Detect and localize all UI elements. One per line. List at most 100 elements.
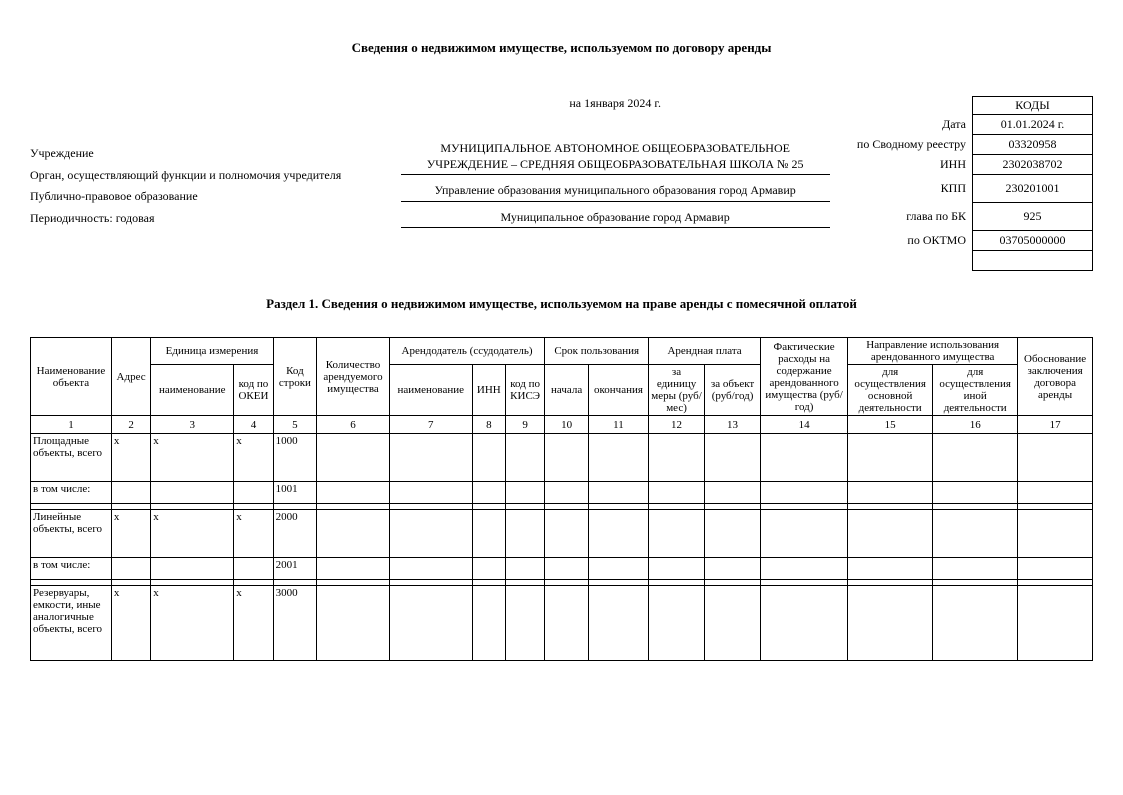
table-cell	[545, 586, 589, 661]
th-rent-obj: за объект (руб/год)	[705, 365, 761, 416]
table-cell	[234, 558, 273, 580]
table-cell	[472, 434, 505, 482]
table-cell	[933, 482, 1018, 504]
center-values-column: на 1января 2024 г. МУНИЦИПАЛЬНОЕ АВТОНОМ…	[401, 96, 830, 236]
table-row: в том числе:1001	[31, 482, 1093, 504]
table-cell: 1001	[273, 482, 317, 504]
table-cell: Линейные объекты, всего	[31, 510, 112, 558]
codes-area: КОДЫ Дата01.01.2024 г. по Сводному реест…	[830, 96, 1093, 271]
table-cell	[1018, 434, 1093, 482]
table-cell	[705, 558, 761, 580]
th-term-start: начала	[545, 365, 589, 416]
label-periodicity: Периодичность: годовая	[30, 211, 401, 227]
section-title: Раздел 1. Сведения о недвижимом имуществ…	[30, 296, 1093, 312]
code-value-4: 925	[973, 203, 1093, 231]
table-cell	[933, 558, 1018, 580]
th-unit-code: код по ОКЕИ	[234, 365, 273, 416]
table-cell	[505, 558, 544, 580]
table-cell	[705, 482, 761, 504]
table-cell	[848, 510, 933, 558]
th-code-row: Код строки	[273, 338, 317, 416]
table-cell	[317, 434, 390, 482]
th-usage-main: для осуществления основной деятельности	[848, 365, 933, 416]
colnum-14: 14	[761, 416, 848, 434]
table-cell	[505, 482, 544, 504]
table-cell: x	[151, 586, 234, 661]
table-body: Площадные объекты, всегоxxx1000в том чис…	[31, 434, 1093, 661]
table-cell	[389, 586, 472, 661]
table-row: Линейные объекты, всегоxxx2000	[31, 510, 1093, 558]
table-row: Площадные объекты, всегоxxx1000	[31, 434, 1093, 482]
table-cell: 1000	[273, 434, 317, 482]
table-cell	[649, 586, 705, 661]
table-cell	[761, 586, 848, 661]
codes-table: КОДЫ Дата01.01.2024 г. по Сводному реест…	[851, 96, 1093, 271]
code-label-0: Дата	[851, 115, 973, 135]
colnum-3: 3	[151, 416, 234, 434]
table-cell	[649, 482, 705, 504]
colnum-9: 9	[505, 416, 544, 434]
colnum-5: 5	[273, 416, 317, 434]
table-cell	[389, 510, 472, 558]
authority-name: Управление образования муниципального об…	[401, 183, 830, 202]
code-value-3: 230201001	[973, 175, 1093, 203]
table-cell: x	[151, 510, 234, 558]
code-label-3: КПП	[851, 175, 973, 203]
table-row: Резервуары, емкости, иные аналогичные об…	[31, 586, 1093, 661]
label-public-law: Публично-правовое образование	[30, 189, 401, 205]
th-usage-other: для осуществления иной деятельности	[933, 365, 1018, 416]
public-law-name: Муниципальное образование город Армавир	[401, 210, 830, 229]
table-cell: x	[111, 434, 150, 482]
th-term-end: окончания	[588, 365, 648, 416]
table-cell: Резервуары, емкости, иные аналогичные об…	[31, 586, 112, 661]
th-qty: Количество арендуемого имущества	[317, 338, 390, 416]
institution-line-2: УЧРЕЖДЕНИЕ – СРЕДНЯЯ ОБЩЕОБРАЗОВАТЕЛЬНАЯ…	[427, 157, 804, 171]
table-cell	[545, 434, 589, 482]
table-cell	[705, 510, 761, 558]
code-value-1: 03320958	[973, 135, 1093, 155]
table-cell	[933, 586, 1018, 661]
th-lessor-inn: ИНН	[472, 365, 505, 416]
table-cell	[472, 558, 505, 580]
table-cell	[848, 558, 933, 580]
table-cell: Площадные объекты, всего	[31, 434, 112, 482]
header-area: Учреждение Орган, осуществляющий функции…	[30, 96, 1093, 271]
colnum-8: 8	[472, 416, 505, 434]
table-cell	[705, 434, 761, 482]
label-institution: Учреждение	[30, 146, 401, 162]
table-cell	[588, 510, 648, 558]
colnum-10: 10	[545, 416, 589, 434]
left-labels-column: Учреждение Орган, осуществляющий функции…	[30, 96, 401, 232]
table-cell	[545, 558, 589, 580]
th-address: Адрес	[111, 338, 150, 416]
colnum-7: 7	[389, 416, 472, 434]
code-value-empty	[973, 251, 1093, 271]
table-cell	[1018, 482, 1093, 504]
table-cell	[1018, 510, 1093, 558]
colnum-1: 1	[31, 416, 112, 434]
code-value-0: 01.01.2024 г.	[973, 115, 1093, 135]
th-lessor-kise: код по КИСЭ	[505, 365, 544, 416]
table-cell	[472, 510, 505, 558]
codes-header: КОДЫ	[973, 97, 1093, 115]
institution-line-1: МУНИЦИПАЛЬНОЕ АВТОНОМНОЕ ОБЩЕОБРАЗОВАТЕЛ…	[440, 141, 790, 155]
code-label-4: глава по БК	[851, 203, 973, 231]
table-cell	[848, 586, 933, 661]
table-cell: x	[111, 586, 150, 661]
colnum-4: 4	[234, 416, 273, 434]
colnum-16: 16	[933, 416, 1018, 434]
table-cell	[317, 510, 390, 558]
table-cell: x	[151, 434, 234, 482]
table-cell	[389, 558, 472, 580]
colnum-15: 15	[848, 416, 933, 434]
code-label-1: по Сводному реестру	[851, 135, 973, 155]
table-cell	[317, 558, 390, 580]
code-label-2: ИНН	[851, 155, 973, 175]
table-cell: 2000	[273, 510, 317, 558]
table-cell	[545, 510, 589, 558]
table-cell	[761, 558, 848, 580]
label-authority: Орган, осуществляющий функции и полномоч…	[30, 168, 401, 184]
table-cell	[151, 482, 234, 504]
institution-name: МУНИЦИПАЛЬНОЕ АВТОНОМНОЕ ОБЩЕОБРАЗОВАТЕЛ…	[401, 141, 830, 175]
table-cell	[389, 434, 472, 482]
